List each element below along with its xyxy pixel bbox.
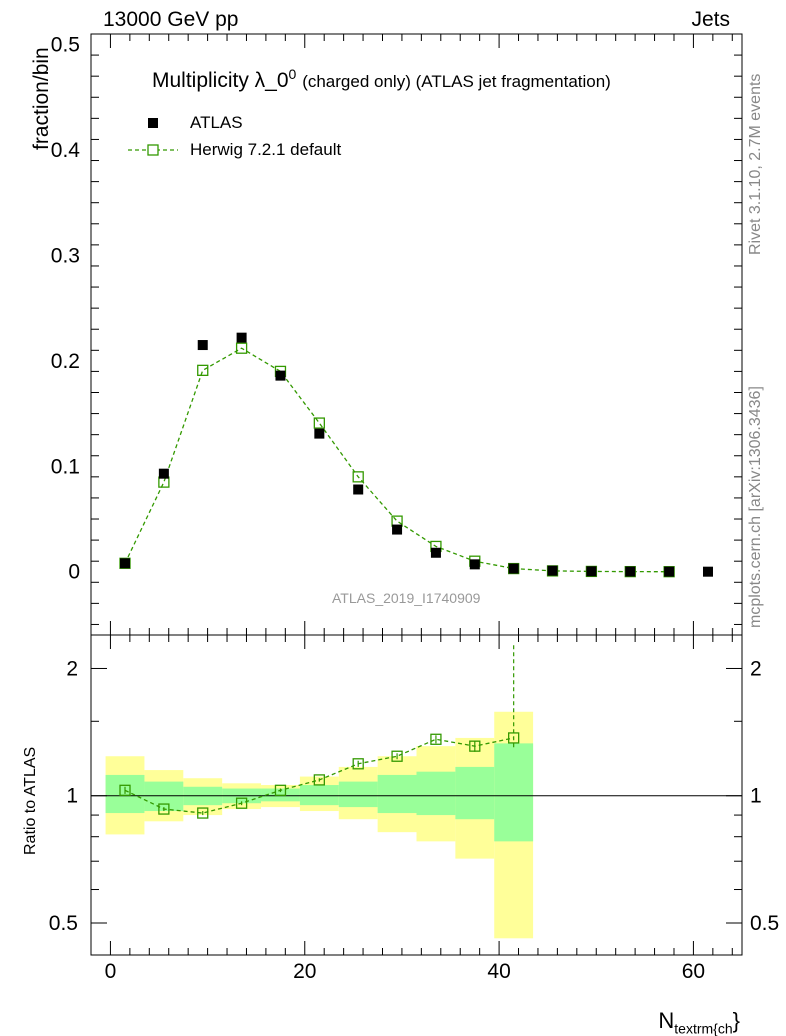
mc-ratio-point [274, 784, 287, 796]
y-tick-label: 0.4 [51, 139, 81, 162]
analysis-id-label: ATLAS_2019_I1740909 [332, 590, 481, 606]
mcplots-label: mcplots.cern.ch [arXiv:1306.3436] [747, 386, 764, 628]
legend-data-label: ATLAS [190, 113, 243, 132]
inner-band-bin [416, 771, 456, 816]
mc-line [124, 347, 670, 573]
mc-series [119, 342, 675, 819]
mc-point [235, 342, 248, 354]
ratio-axis-title: Ratio to ATLAS [22, 746, 39, 855]
inner-band-bin [299, 785, 339, 806]
ratio-tick-label-right: 1 [750, 785, 762, 808]
y-tick-label: 0.1 [51, 455, 80, 478]
y-tick-label: 0.2 [51, 350, 80, 373]
plot-title-superscript: 0 [288, 66, 297, 82]
x-tick-label: 60 [682, 960, 705, 983]
mc-ratio-point [469, 740, 481, 752]
data-point [236, 332, 247, 343]
mc-ratio-point [119, 784, 131, 796]
mc-ratio-point [235, 797, 248, 809]
energy-label: 13000 GeV pp [103, 8, 239, 31]
data-point [158, 468, 169, 479]
mc-ratio-point [313, 774, 325, 786]
x-tick-label: 40 [487, 960, 510, 983]
mc-ratio-point [197, 807, 209, 819]
ratio-tick-label-left: 2 [66, 657, 78, 680]
ratio-uncertainty-bands [105, 711, 534, 939]
data-point [120, 558, 131, 569]
ratio-tick-label-right: 2 [750, 657, 762, 680]
data-point [702, 566, 713, 577]
data-series [120, 332, 713, 577]
process-label: Jets [691, 8, 730, 31]
data-point [275, 370, 286, 381]
x-tick-label: 20 [293, 960, 316, 983]
data-point [586, 566, 597, 577]
x-axis-title: Ntextrm{ch} [658, 1008, 740, 1036]
data-point [314, 428, 325, 439]
plot-title: Multiplicity λ_00 (charged only) (ATLAS … [152, 66, 611, 93]
y-axis-title: fraction/bin [30, 47, 53, 150]
plot-title-rest: (charged only) (ATLAS jet fragmentation) [302, 72, 611, 91]
mc-ratio-point [391, 750, 403, 762]
data-point [353, 484, 364, 495]
plot-frames [90, 33, 743, 956]
x-axis-title-subscript: textrm{ch [674, 1020, 733, 1036]
y-tick-label: 0.3 [51, 244, 80, 267]
x-axis-title-tail: } [732, 1008, 740, 1033]
main-panel-frame [90, 33, 743, 636]
ratio-panel-frame [90, 634, 743, 956]
data-point [625, 566, 636, 577]
mc-point [352, 471, 364, 483]
inner-band-bin [338, 781, 378, 808]
mc-point [313, 417, 325, 429]
legend-data-marker [148, 118, 158, 128]
inner-band-bin [144, 781, 184, 812]
ratio-tick-label-left: 1 [66, 785, 78, 808]
inner-band-bin [105, 774, 145, 814]
mc-point [197, 364, 209, 376]
inner-band-bin [494, 743, 534, 842]
data-point [469, 559, 480, 570]
data-point [664, 566, 675, 577]
mc-ratio-point [430, 733, 442, 745]
data-point [547, 565, 558, 576]
mc-ratio-point [352, 758, 364, 770]
plot-title-main: Multiplicity λ_0 [152, 69, 289, 92]
legend-mc-label: Herwig 7.2.1 default [190, 140, 342, 159]
y-tick-label: 0 [68, 561, 80, 584]
data-point [508, 563, 519, 574]
axis-tick-labels: 0 20 40 60 0 0.1 0.2 0.3 0.4 0.5 0.5 0.5 1 1 2 2 [49, 34, 779, 983]
y-tick-label: 0.5 [51, 34, 80, 57]
ratio-tick-label-left: 0.5 [49, 912, 78, 935]
data-point [197, 340, 208, 351]
inner-band-bin [455, 766, 495, 820]
x-tick-label: 0 [105, 960, 117, 983]
ratio-tick-label-right: 0.5 [750, 912, 779, 935]
mc-ratio-point [158, 803, 170, 815]
inner-band-bin [377, 774, 417, 814]
axis-ticks [91, 34, 742, 955]
x-axis-title-main: N [658, 1008, 675, 1033]
mc-ratio-point [508, 732, 520, 744]
legend [128, 118, 178, 156]
rivet-version-label: Rivet 3.1.10, 2.7M events [747, 73, 764, 255]
data-point [430, 547, 441, 558]
data-point [392, 524, 403, 535]
legend-mc-marker [147, 144, 159, 156]
